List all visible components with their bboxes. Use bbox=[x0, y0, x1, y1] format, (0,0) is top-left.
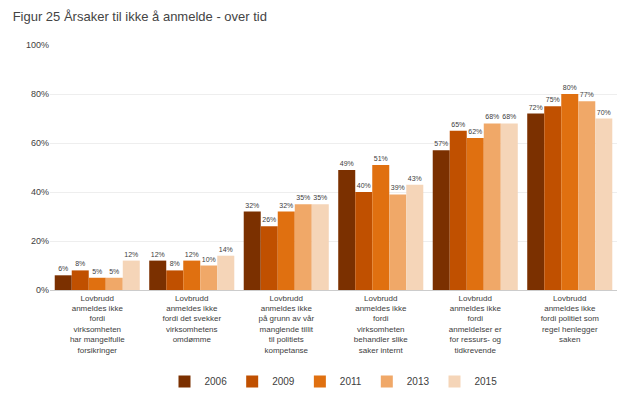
svg-text:32%: 32% bbox=[279, 202, 293, 209]
svg-text:80%: 80% bbox=[563, 84, 577, 91]
svg-text:12%: 12% bbox=[124, 251, 138, 258]
svg-text:Figur 25 Årsaker til ikke å an: Figur 25 Årsaker til ikke å anmelde - ov… bbox=[13, 9, 267, 24]
svg-text:Lovbruddanmeldes ikkefordi pol: Lovbruddanmeldes ikkefordi politiet somr… bbox=[541, 294, 600, 345]
svg-text:8%: 8% bbox=[170, 260, 180, 267]
svg-text:62%: 62% bbox=[468, 128, 482, 135]
svg-text:80%: 80% bbox=[31, 89, 49, 99]
svg-text:Lovbruddanmeldes ikkefordivirk: Lovbruddanmeldes ikkefordivirksomhetenbe… bbox=[354, 294, 408, 355]
svg-text:Lovbruddanmeldes ikkepå grunn: Lovbruddanmeldes ikkepå grunn av vårmang… bbox=[258, 294, 314, 355]
svg-text:Lovbruddanmeldes ikkefordivirk: Lovbruddanmeldes ikkefordivirksomhetenha… bbox=[70, 294, 125, 355]
svg-text:40%: 40% bbox=[31, 187, 49, 197]
svg-text:10%: 10% bbox=[202, 256, 216, 263]
svg-text:26%: 26% bbox=[262, 216, 276, 223]
svg-text:5%: 5% bbox=[109, 268, 119, 275]
svg-text:51%: 51% bbox=[374, 155, 388, 162]
svg-text:5%: 5% bbox=[92, 268, 102, 275]
svg-text:6%: 6% bbox=[58, 265, 68, 272]
svg-text:43%: 43% bbox=[408, 175, 422, 182]
svg-text:40%: 40% bbox=[357, 182, 371, 189]
svg-text:12%: 12% bbox=[185, 251, 199, 258]
svg-text:2006: 2006 bbox=[205, 376, 228, 387]
svg-text:20%: 20% bbox=[31, 236, 49, 246]
svg-text:2013: 2013 bbox=[407, 376, 430, 387]
svg-text:72%: 72% bbox=[529, 104, 543, 111]
svg-text:100%: 100% bbox=[26, 40, 49, 50]
svg-text:8%: 8% bbox=[75, 260, 85, 267]
svg-text:12%: 12% bbox=[151, 251, 165, 258]
svg-text:2011: 2011 bbox=[340, 376, 362, 387]
svg-text:2015: 2015 bbox=[474, 376, 497, 387]
svg-text:70%: 70% bbox=[597, 109, 611, 116]
svg-text:65%: 65% bbox=[451, 121, 465, 128]
svg-text:60%: 60% bbox=[31, 138, 49, 148]
svg-text:35%: 35% bbox=[313, 194, 327, 201]
svg-text:2009: 2009 bbox=[272, 376, 295, 387]
svg-text:77%: 77% bbox=[580, 91, 594, 98]
svg-text:14%: 14% bbox=[219, 246, 233, 253]
svg-text:Lovbruddanmeldes ikkefordianme: Lovbruddanmeldes ikkefordianmeldelser er… bbox=[449, 294, 502, 355]
svg-text:35%: 35% bbox=[296, 194, 310, 201]
svg-text:57%: 57% bbox=[434, 140, 448, 147]
svg-text:68%: 68% bbox=[485, 113, 499, 120]
svg-text:49%: 49% bbox=[340, 160, 354, 167]
svg-text:0%: 0% bbox=[36, 285, 49, 295]
svg-text:75%: 75% bbox=[546, 96, 560, 103]
svg-text:32%: 32% bbox=[245, 202, 259, 209]
svg-text:68%: 68% bbox=[502, 113, 516, 120]
svg-text:39%: 39% bbox=[391, 184, 405, 191]
svg-text:Lovbruddanmeldes ikkefordi det: Lovbruddanmeldes ikkefordi det svekkervi… bbox=[162, 294, 221, 345]
